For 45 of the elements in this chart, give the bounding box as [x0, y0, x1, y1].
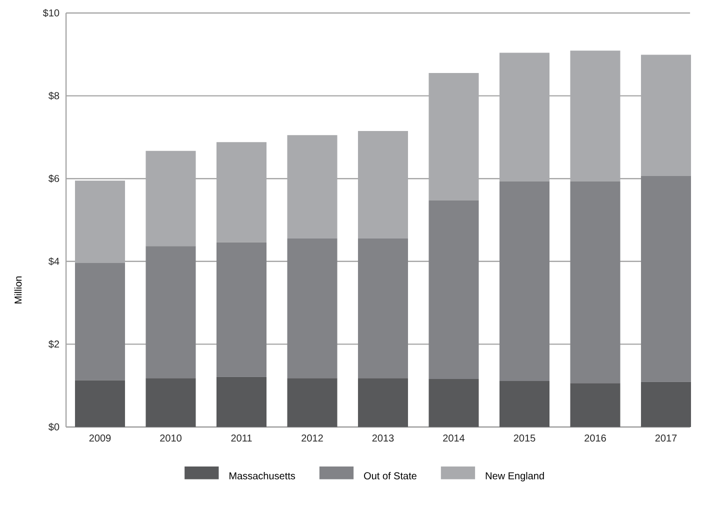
y-tick-label: $2: [48, 340, 60, 348]
y-tick-label: $6: [48, 174, 60, 183]
bar: [640, 382, 691, 427]
y-tick-label: $8: [48, 92, 60, 100]
bar: [287, 378, 338, 427]
legend-label: Out of State: [364, 472, 416, 480]
y-tick-label: $4: [48, 257, 60, 266]
bar: [146, 378, 196, 427]
bar: [428, 378, 479, 427]
x-tick-label: 2016: [584, 434, 606, 442]
bar: [358, 130, 408, 238]
x-tick-label: 2010: [160, 434, 182, 442]
x-tick-label: 2014: [443, 434, 465, 442]
bar: [499, 181, 550, 382]
bar: [287, 238, 338, 378]
x-tick-label: 2017: [655, 434, 677, 442]
x-tick-label: 2011: [231, 434, 252, 442]
y-tick-label: $0: [48, 422, 60, 432]
bar: [570, 50, 620, 182]
x-tick-label: 2013: [372, 434, 394, 442]
legend-label: New England: [486, 472, 544, 482]
bar: [570, 383, 620, 427]
bar: [499, 381, 550, 427]
bar: [570, 181, 620, 384]
y-axis-title: Million: [14, 276, 22, 304]
bar: [216, 142, 267, 242]
bar: [74, 263, 126, 380]
x-tick-label: 2015: [514, 434, 536, 442]
legend-label: Massachusetts: [230, 472, 296, 480]
bar: [216, 242, 267, 377]
bar: [428, 73, 479, 201]
bar: [428, 200, 479, 379]
bar: [74, 180, 126, 264]
bar: [640, 176, 691, 382]
bar: [146, 150, 196, 246]
bar: [146, 246, 196, 378]
x-tick-label: 2009: [89, 434, 111, 442]
bar: [74, 380, 126, 427]
x-tick-label: 2012: [302, 434, 323, 442]
bar: [358, 378, 408, 427]
bar: [499, 52, 550, 182]
bar: [358, 238, 408, 378]
bar: [216, 376, 267, 427]
bar: [287, 135, 338, 238]
y-tick-label: $10: [42, 8, 60, 18]
